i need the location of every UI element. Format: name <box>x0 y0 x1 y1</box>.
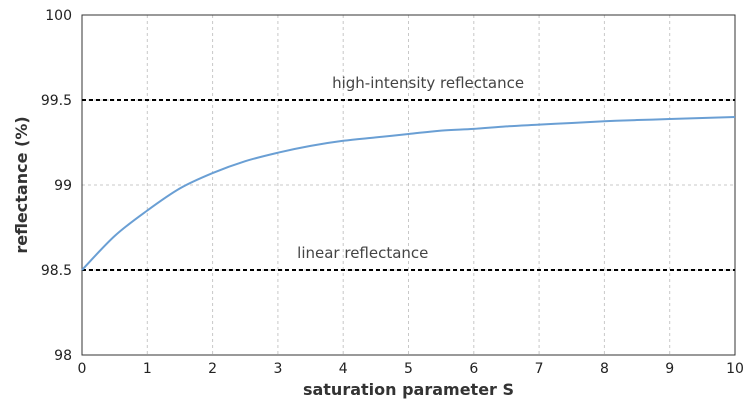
y-tick-label: 98.5 <box>41 263 72 279</box>
x-axis-title: saturation parameter S <box>303 380 514 399</box>
y-axis-title: reflectance (%) <box>12 116 31 253</box>
reference-line-label: high-intensity reflectance <box>332 74 524 92</box>
x-tick-label: 5 <box>404 361 413 377</box>
reference-lines <box>82 99 735 271</box>
tick-labels: 0 1 2 3 4 5 6 7 8 9 10 98 98.5 99 99.5 100 <box>41 8 744 377</box>
x-tick-label: 6 <box>469 361 478 377</box>
x-tick-label: 3 <box>273 361 282 377</box>
reference-line-label: linear reflectance <box>297 244 428 262</box>
x-tick-label: 1 <box>143 361 152 377</box>
y-tick-label: 99 <box>54 178 72 194</box>
plot-frame <box>81 14 736 356</box>
series-layer <box>81 116 736 271</box>
x-tick-label: 8 <box>600 361 609 377</box>
x-tick-label: 4 <box>339 361 348 377</box>
annotations: high-intensity reflectance linear reflect… <box>297 74 524 262</box>
x-tick-label: 0 <box>78 361 87 377</box>
y-tick-label: 100 <box>45 8 72 24</box>
grid <box>82 15 735 355</box>
y-tick-label: 99.5 <box>41 93 72 109</box>
x-tick-label: 2 <box>208 361 217 377</box>
x-tick-label: 7 <box>535 361 544 377</box>
x-tick-label: 10 <box>726 361 744 377</box>
series-line <box>81 116 736 271</box>
y-tick-label: 98 <box>54 348 72 364</box>
x-tick-label: 9 <box>665 361 674 377</box>
